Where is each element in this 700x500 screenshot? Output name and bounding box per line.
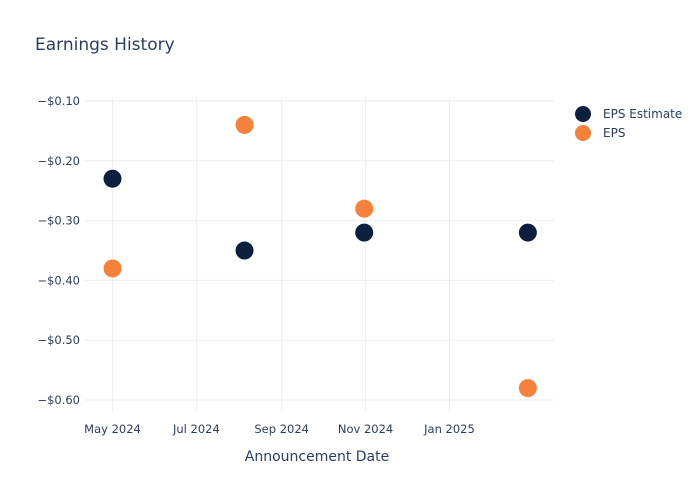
x-tick-label: May 2024 [84, 422, 141, 436]
eps-point[interactable] [235, 115, 254, 134]
y-tick-label: −$0.30 [37, 214, 80, 228]
x-axis-ticks: May 2024 Jul 2024 Sep 2024 Nov 2024 Jan 2025 [84, 422, 475, 436]
legend[interactable]: EPS Estimate EPS [575, 106, 682, 141]
y-tick-label: −$0.50 [37, 333, 80, 347]
eps-estimate-point[interactable] [355, 223, 374, 242]
legend-item-eps[interactable]: EPS [575, 125, 625, 141]
eps-point[interactable] [518, 379, 537, 398]
y-tick-label: −$0.40 [37, 273, 80, 287]
data-points [103, 115, 537, 398]
x-tick-label: Jul 2024 [172, 422, 220, 436]
legend-marker-eps [575, 125, 591, 141]
eps-estimate-point[interactable] [103, 169, 122, 188]
legend-label-eps-estimate: EPS Estimate [603, 107, 682, 121]
y-tick-label: −$0.20 [37, 154, 80, 168]
grid [85, 98, 554, 412]
eps-estimate-point[interactable] [518, 223, 537, 242]
eps-estimate-point[interactable] [235, 241, 254, 260]
x-tick-label: Sep 2024 [254, 422, 309, 436]
x-tick-label: Nov 2024 [338, 422, 393, 436]
legend-label-eps: EPS [603, 126, 625, 140]
legend-marker-eps-estimate [575, 106, 591, 122]
eps-point[interactable] [355, 199, 374, 218]
x-tick-label: Jan 2025 [423, 422, 475, 436]
y-tick-label: −$0.10 [37, 94, 80, 108]
legend-item-eps-estimate[interactable]: EPS Estimate [575, 106, 682, 122]
x-axis-title: Announcement Date [245, 449, 389, 465]
eps-point[interactable] [103, 259, 122, 278]
y-axis-ticks: −$0.10 −$0.20 −$0.30 −$0.40 −$0.50 −$0.60 [37, 94, 80, 407]
chart-title: Earnings History [35, 35, 175, 55]
y-tick-label: −$0.60 [37, 393, 80, 407]
